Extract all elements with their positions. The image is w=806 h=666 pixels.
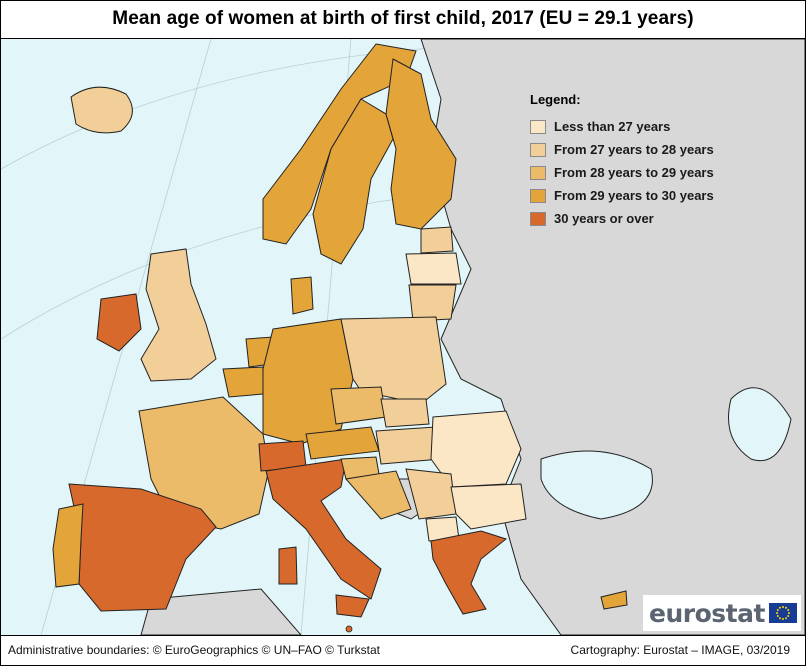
black-sea (540, 450, 653, 520)
country-italy (265, 458, 382, 600)
legend-swatch (530, 142, 546, 157)
country-denmark (290, 276, 314, 315)
country-uk (140, 248, 217, 382)
legend-label: From 29 years to 30 years (554, 188, 714, 203)
country-latvia (405, 252, 462, 285)
legend-swatch (530, 119, 546, 134)
eu-flag-icon (768, 603, 797, 623)
country-italy-sicily (335, 594, 370, 618)
legend-swatch (530, 188, 546, 203)
legend-item: Less than 27 years (530, 115, 750, 138)
caspian-sea (728, 387, 792, 461)
country-bulgaria (450, 483, 527, 530)
map-title: Mean age of women at birth of first chil… (112, 8, 694, 29)
footer: Administrative boundaries: © EuroGeograp… (0, 636, 806, 664)
map-area (1, 38, 805, 636)
legend-item: 30 years or over (530, 207, 750, 230)
legend: Legend: Less than 27 years From 27 years… (530, 92, 750, 230)
country-france (138, 396, 270, 530)
choropleth-map (1, 39, 805, 635)
country-slovakia (380, 398, 430, 428)
legend-title: Legend: (530, 92, 581, 107)
country-lithuania (408, 284, 457, 322)
country-cyprus (600, 590, 628, 610)
country-malta (345, 625, 353, 633)
country-portugal (52, 503, 84, 588)
country-belgium (222, 366, 264, 398)
country-estonia (420, 226, 454, 254)
legend-swatch (530, 165, 546, 180)
country-greece (430, 530, 508, 615)
footer-cartography: Cartography: Eurostat – IMAGE, 03/2019 (570, 643, 790, 657)
eurostat-logo: eurostat (643, 595, 801, 631)
legend-label: Less than 27 years (554, 119, 671, 134)
country-romania (430, 410, 522, 488)
country-croatia (345, 470, 412, 520)
footer-attribution: Administrative boundaries: © EuroGeograp… (8, 643, 381, 657)
legend-label: From 28 years to 29 years (554, 165, 714, 180)
legend-swatch (530, 211, 546, 226)
logo-text: eurostat (649, 598, 765, 628)
legend-label: From 27 years to 28 years (554, 142, 714, 157)
legend-item: From 28 years to 29 years (530, 161, 750, 184)
country-czechia (330, 386, 387, 425)
country-iceland (70, 86, 133, 134)
legend-item: From 29 years to 30 years (530, 184, 750, 207)
legend-item: From 27 years to 28 years (530, 138, 750, 161)
country-ireland (96, 293, 142, 352)
country-germany (262, 318, 354, 445)
legend-label: 30 years or over (554, 211, 654, 226)
country-italy-sardinia (278, 546, 298, 585)
